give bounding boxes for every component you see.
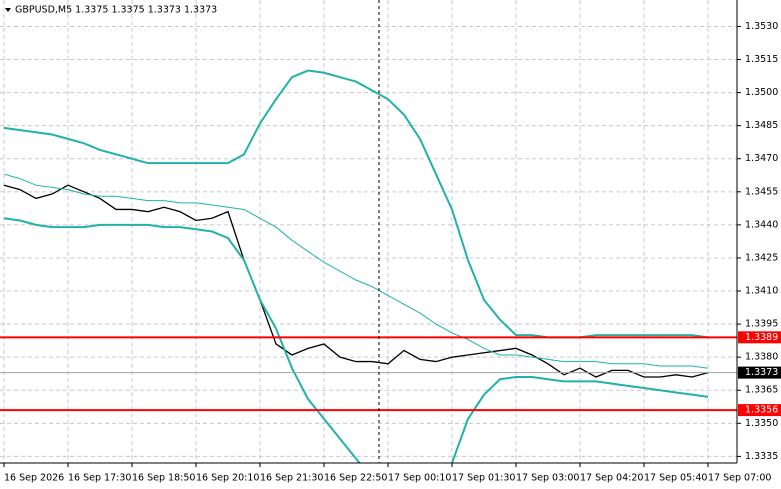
x-tick-label: 16 Sep 20:10 (196, 473, 259, 484)
menu-icon[interactable] (5, 8, 11, 12)
grid (0, 0, 737, 463)
x-tick-label: 16 Sep 21:30 (260, 473, 323, 484)
series-line (3, 184, 709, 378)
y-tick-label: 1.3500 (745, 87, 778, 98)
y-tick-label: 1.3410 (745, 286, 778, 297)
series-line (3, 69, 709, 339)
y-tick-label: 1.3395 (745, 319, 778, 330)
level-label: 1.3356 (745, 405, 778, 416)
x-tick-label: 16 Sep 2026 (4, 473, 64, 484)
axes: 1.3335 1.3350 1.3365 1.3380 1.3395 1.3410 1.34… (3, 21, 781, 484)
y-tick-label: 1.3335 (745, 451, 778, 462)
x-tick-label: 17 Sep 00:10 (388, 473, 451, 484)
x-tick-label: 16 Sep 17:30 (68, 473, 131, 484)
x-tick-label: 16 Sep 22:50 (324, 473, 387, 484)
y-tick-label: 1.3425 (745, 252, 778, 263)
level-label-bg (738, 331, 781, 344)
y-tick-label: 1.3350 (745, 418, 778, 429)
x-tick-label: 17 Sep 07:00 (708, 473, 771, 484)
y-tick-label: 1.3485 (745, 120, 778, 131)
y-tick-label: 1.3515 (745, 54, 778, 65)
x-tick-label: 17 Sep 04:20 (580, 473, 643, 484)
y-tick-label: 1.3530 (745, 21, 778, 32)
level-label: 1.3389 (745, 332, 778, 343)
x-tick-label: 17 Sep 05:40 (644, 473, 707, 484)
y-tick-label: 1.3470 (745, 153, 778, 164)
plot-area (0, 69, 737, 463)
x-tick-label: 16 Sep 18:50 (132, 473, 195, 484)
series-line (3, 217, 709, 463)
last-price-label: 1.3373 (745, 367, 778, 378)
level-label-bg (738, 404, 781, 417)
y-tick-label: 1.3365 (745, 385, 778, 396)
chart-title: GBPUSD,M5 1.3375 1.3375 1.3373 1.3373 (15, 5, 217, 16)
y-tick-label: 1.3380 (745, 352, 778, 363)
x-tick-label: 17 Sep 03:00 (516, 473, 579, 484)
x-tick-label: 17 Sep 01:30 (452, 473, 515, 484)
y-tick-label: 1.3455 (745, 186, 778, 197)
y-tick-label: 1.3440 (745, 219, 778, 230)
series-line (3, 173, 709, 369)
last-price-bg (738, 366, 781, 379)
